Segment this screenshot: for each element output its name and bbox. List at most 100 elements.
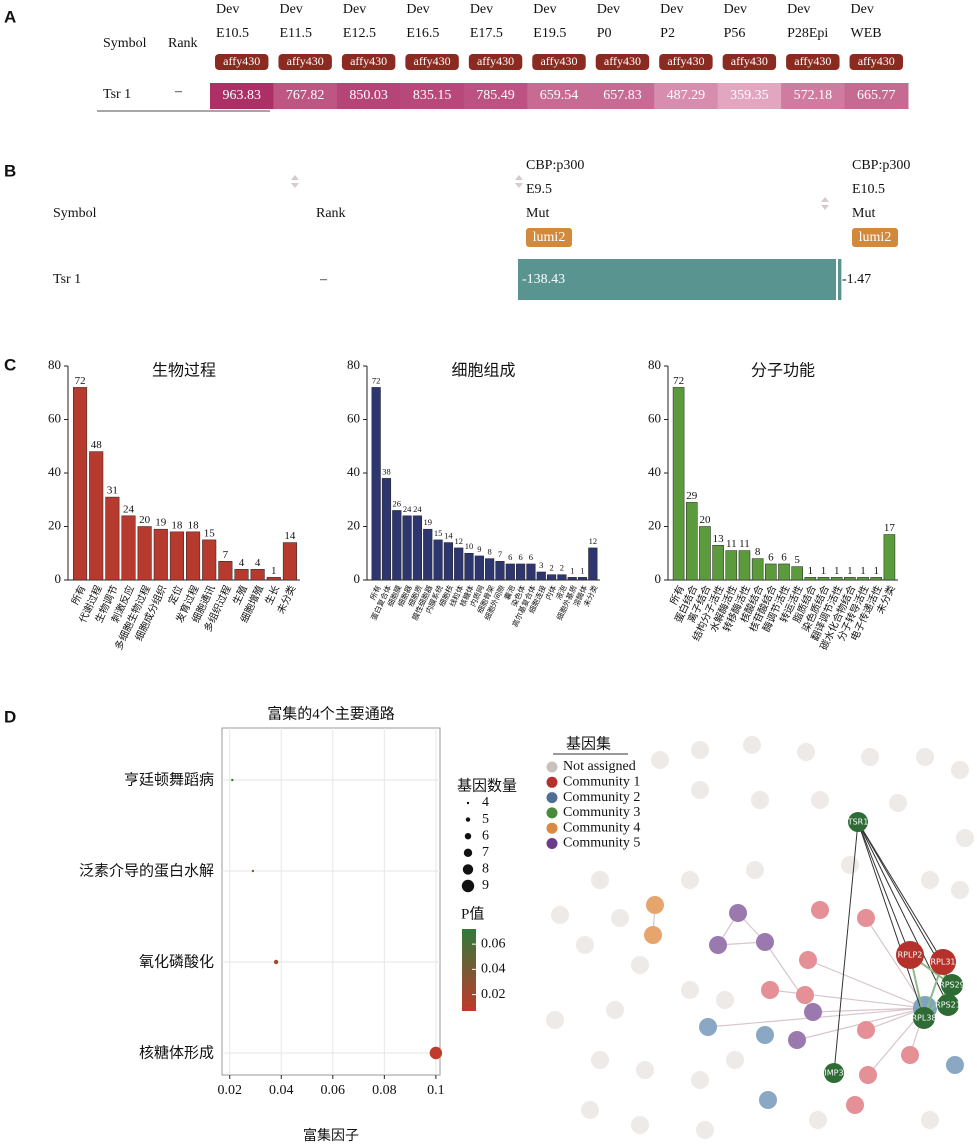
- header: E11.5: [279, 26, 312, 41]
- bar: [536, 571, 546, 581]
- x-tick-label: 0.04: [269, 1083, 294, 1098]
- bar: [685, 502, 698, 581]
- y-tick-label: 80: [48, 357, 61, 372]
- y-tick-label: 80: [648, 357, 661, 372]
- cell-value: 785.49: [476, 88, 515, 103]
- bar: [588, 547, 598, 581]
- bar: [567, 577, 577, 581]
- bar: [402, 515, 412, 581]
- header: Dev: [724, 2, 747, 17]
- network-node: [576, 936, 594, 954]
- network-node: [636, 1061, 654, 1079]
- bar: [495, 561, 505, 581]
- y-tick-label: 40: [648, 464, 661, 479]
- badge-text: affy430: [604, 54, 641, 68]
- value-label: 1: [580, 565, 584, 575]
- legend-label: 0.06: [481, 936, 506, 951]
- header: P56: [724, 26, 746, 41]
- cell-value: 835.15: [413, 88, 452, 103]
- x-tick-label: 0.02: [217, 1083, 242, 1098]
- heat-cell: [273, 83, 338, 109]
- header: E10.5: [852, 182, 885, 197]
- legend-dot: [466, 801, 470, 805]
- value-label: 13: [713, 533, 725, 545]
- legend-dot: [461, 879, 475, 893]
- bar: [546, 574, 557, 581]
- y-tick-label: 泛素介导的蛋白水解: [79, 862, 214, 880]
- value-label: 8: [488, 547, 492, 557]
- network-node: [581, 1101, 599, 1119]
- cell-value: 665.77: [857, 88, 896, 103]
- network-node: [756, 1026, 774, 1044]
- network-node: [746, 861, 764, 879]
- bar: [186, 531, 201, 581]
- header: Mut: [852, 206, 875, 221]
- bar: [169, 531, 184, 581]
- y-tick-label: 0: [655, 571, 662, 586]
- value-label: 6: [508, 552, 512, 562]
- value-label: 24: [123, 503, 135, 515]
- value-label: 31: [107, 485, 118, 497]
- bar: [381, 478, 392, 581]
- value-label: 24: [413, 504, 422, 514]
- value-label: 15: [204, 527, 216, 539]
- network-node: [946, 1056, 964, 1074]
- value-label: 1: [860, 565, 866, 577]
- value-label: 9: [477, 544, 481, 554]
- network-node: [889, 794, 907, 812]
- cell-value: 359.35: [730, 88, 769, 103]
- value-label: 1: [808, 565, 814, 577]
- network-node: [743, 736, 761, 754]
- sort-icons: [291, 175, 829, 210]
- cell-value: 657.83: [603, 88, 642, 103]
- header: Dev: [343, 2, 366, 17]
- badge-text: affy430: [414, 54, 451, 68]
- bar: [557, 574, 567, 581]
- header: E10.5: [216, 26, 249, 41]
- network-edge: [812, 1007, 926, 1013]
- network-node: [756, 933, 774, 951]
- dot: [273, 959, 279, 965]
- bar: [725, 550, 738, 581]
- bar: [526, 563, 536, 581]
- value-label: 17: [884, 522, 896, 534]
- header: P2: [660, 26, 675, 41]
- bar: [412, 515, 423, 581]
- x-tick-label: 0.08: [372, 1083, 397, 1098]
- value-label: 48: [91, 439, 103, 451]
- network-node: [921, 871, 939, 889]
- value-label: 72: [372, 375, 381, 385]
- legend-dot: [546, 807, 558, 819]
- legend-label: 8: [482, 862, 489, 877]
- panel-label: C: [4, 355, 16, 374]
- bar: [857, 577, 869, 581]
- value-label: 3: [539, 560, 543, 570]
- network-edge: [857, 821, 911, 956]
- value-label: 20: [699, 514, 711, 526]
- network-node: [797, 743, 815, 761]
- network-node: [951, 761, 969, 779]
- value-label: 7: [223, 549, 229, 561]
- node-label: RPS29: [939, 981, 965, 990]
- y-tick-label: 20: [347, 517, 360, 532]
- value-label: 12: [589, 536, 598, 546]
- header: Rank: [168, 36, 198, 51]
- network-node: [759, 1091, 777, 1109]
- network-node: [951, 881, 969, 899]
- bar: [672, 387, 685, 581]
- network-node: [751, 791, 769, 809]
- network-node: [551, 906, 569, 924]
- bar: [738, 550, 751, 581]
- chart-title: 富集的4个主要通路: [267, 704, 395, 722]
- cell-value: 572.18: [794, 88, 833, 103]
- network-node: [804, 1003, 822, 1021]
- network-node: [859, 1066, 877, 1084]
- network-node: [646, 896, 664, 914]
- value-label: 5: [794, 554, 800, 566]
- heat-cell: [400, 83, 465, 109]
- badge-text: affy430: [223, 54, 260, 68]
- bar: [577, 577, 588, 581]
- network-node: [901, 1046, 919, 1064]
- value-label: 1: [271, 565, 277, 577]
- network-node: [956, 829, 974, 847]
